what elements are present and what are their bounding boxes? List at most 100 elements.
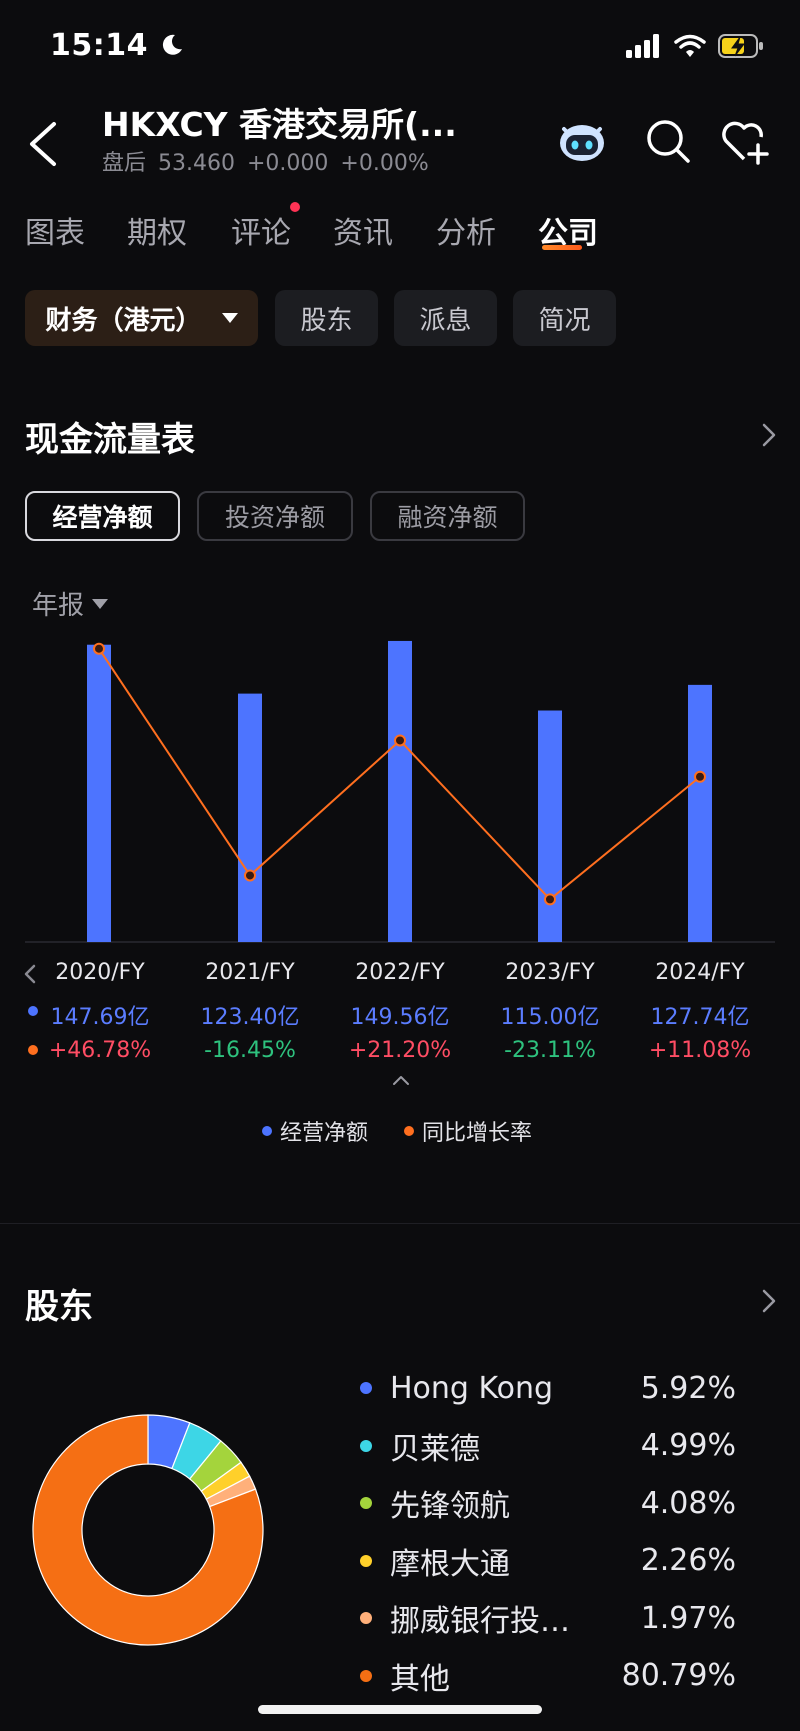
operating-value-label: 147.69亿 — [50, 1005, 150, 1030]
subtab-financials-label: 财务（港元） — [45, 305, 202, 336]
page-title: HKXCY 香港交易所(... — [102, 105, 457, 144]
status-time-text: 15:14 — [50, 28, 148, 63]
status-icons — [626, 34, 764, 58]
shareholder-color-dot — [360, 1669, 372, 1682]
subtab-dividends[interactable]: 派息 — [394, 290, 497, 346]
shareholders-donut-chart — [32, 1414, 264, 1646]
tab-analysis[interactable]: 分析 — [436, 216, 496, 251]
dropdown-arrow-icon — [221, 313, 238, 323]
home-indicator — [258, 1705, 542, 1714]
growth-point-2024/FY — [694, 770, 706, 783]
legend-dot-growth — [404, 1126, 415, 1136]
status-time: 15:14 — [50, 28, 185, 63]
robot-assistant-icon[interactable] — [556, 115, 608, 167]
shareholder-row: 摩根大通 2.26% — [360, 1539, 736, 1583]
bar-2022/FY — [388, 640, 412, 942]
shareholder-color-dot — [360, 1497, 372, 1509]
shareholder-pct: 80.79% — [621, 1658, 736, 1693]
series-dot-operating — [28, 1006, 38, 1016]
tab-options[interactable]: 期权 — [127, 216, 187, 251]
x-tick-label: 2022/FY — [355, 960, 445, 985]
growth-point-2021/FY — [244, 869, 256, 882]
operating-value-label: 123.40亿 — [200, 1005, 300, 1030]
shareholder-color-dot — [360, 1382, 372, 1394]
legend-dot-operating — [262, 1126, 272, 1136]
price-change-pct: +0.00% — [340, 151, 429, 176]
legend-operating: 经营净额 — [280, 1121, 369, 1146]
segment-operating[interactable]: 经营净额 — [25, 491, 180, 541]
shareholder-name: Hong Kong — [390, 1370, 554, 1406]
growth-value-label: +21.20% — [348, 1038, 452, 1063]
shareholder-pct: 4.08% — [640, 1485, 736, 1521]
growth-value-label: +46.78% — [48, 1038, 152, 1063]
shareholder-row: Hong Kong 5.92% — [360, 1366, 736, 1410]
shareholder-row: 其他 80.79% — [360, 1654, 736, 1698]
x-tick-label: 2024/FY — [655, 960, 745, 985]
x-tick-label: 2023/FY — [505, 960, 595, 985]
shareholder-color-dot — [360, 1439, 372, 1452]
shareholder-name: 其他 — [390, 1661, 450, 1697]
cashflow-more-chevron-icon[interactable] — [760, 420, 778, 450]
shareholders-more-chevron-icon[interactable] — [760, 1286, 778, 1316]
session-label: 盘后 — [102, 151, 147, 176]
shareholder-name: 先锋领航 — [390, 1489, 510, 1524]
shareholder-color-dot — [360, 1612, 372, 1624]
subtab-shareholders[interactable]: 股东 — [275, 290, 378, 346]
operating-value-label: 115.00亿 — [500, 1005, 600, 1030]
x-tick-label: 2020/FY — [55, 960, 145, 985]
collapse-chevron-up-icon[interactable] — [390, 1073, 412, 1087]
legend-growth: 同比增长率 — [422, 1121, 533, 1146]
chart-legend: 经营净额 同比增长率 — [262, 1115, 532, 1147]
shareholders-title[interactable]: 股东 — [25, 1287, 93, 1327]
chart-prev-chevron-icon[interactable] — [22, 963, 38, 985]
growth-point-2023/FY — [544, 893, 556, 906]
last-price: 53.460 — [158, 151, 235, 176]
shareholder-color-dot — [360, 1554, 372, 1567]
subtab-profile[interactable]: 简况 — [513, 290, 616, 346]
shareholder-pct: 2.26% — [640, 1543, 736, 1578]
search-icon[interactable] — [642, 115, 694, 167]
bar-2020/FY — [87, 644, 111, 942]
donut-slice — [32, 1414, 264, 1646]
add-watchlist-heart-icon[interactable] — [718, 115, 770, 167]
shareholder-row: 贝莱德 4.99% — [360, 1424, 736, 1468]
active-tab-indicator — [542, 245, 582, 250]
growth-point-2022/FY — [394, 734, 406, 747]
bar-2024/FY — [688, 684, 712, 942]
segment-financing[interactable]: 融资净额 — [370, 491, 525, 541]
operating-value-label: 127.74亿 — [650, 1005, 750, 1030]
shareholder-name: 摩根大通 — [390, 1546, 510, 1582]
tab-chart[interactable]: 图表 — [25, 216, 85, 251]
operating-value-label: 149.56亿 — [350, 1005, 450, 1030]
shareholder-pct: 4.99% — [640, 1428, 736, 1463]
shareholder-name: 挪威银行投… — [390, 1604, 570, 1639]
battery-charging-icon — [718, 34, 763, 58]
bar-2023/FY — [538, 710, 562, 942]
section-divider — [0, 1223, 800, 1224]
chart-data-table: 2020/FY 147.69亿 +46.78% 2021/FY 123.40亿 -16.4… — [0, 955, 800, 1075]
x-tick-label: 2021/FY — [205, 960, 295, 985]
period-dropdown-icon — [92, 598, 109, 609]
cashflow-title[interactable]: 现金流量表 — [25, 420, 195, 460]
shareholder-name: 贝莱德 — [390, 1431, 480, 1467]
segment-investing[interactable]: 投资净额 — [197, 491, 353, 541]
period-label: 年报 — [32, 591, 85, 621]
bar-2021/FY — [238, 693, 262, 942]
price-change: +0.000 — [247, 151, 329, 176]
signal-icon — [626, 34, 659, 58]
growth-point-2020/FY — [93, 642, 105, 655]
cashflow-chart — [25, 640, 775, 943]
tab-news[interactable]: 资讯 — [333, 216, 393, 251]
shareholder-pct: 1.97% — [640, 1600, 736, 1636]
shareholder-pct: 5.92% — [640, 1370, 736, 1406]
tab-comments[interactable]: 评论 — [231, 216, 291, 251]
wifi-icon — [674, 34, 706, 57]
subtab-financials[interactable]: 财务（港元） — [25, 290, 258, 346]
moon-icon — [162, 34, 182, 55]
period-selector[interactable]: 年报 — [32, 585, 109, 622]
growth-value-label: -16.45% — [204, 1038, 296, 1063]
price-summary: 盘后 53.460 +0.000 +0.00% — [102, 145, 441, 177]
back-icon[interactable] — [24, 118, 64, 170]
shareholder-row: 先锋领航 4.08% — [360, 1481, 736, 1525]
growth-value-label: -23.11% — [504, 1038, 596, 1063]
